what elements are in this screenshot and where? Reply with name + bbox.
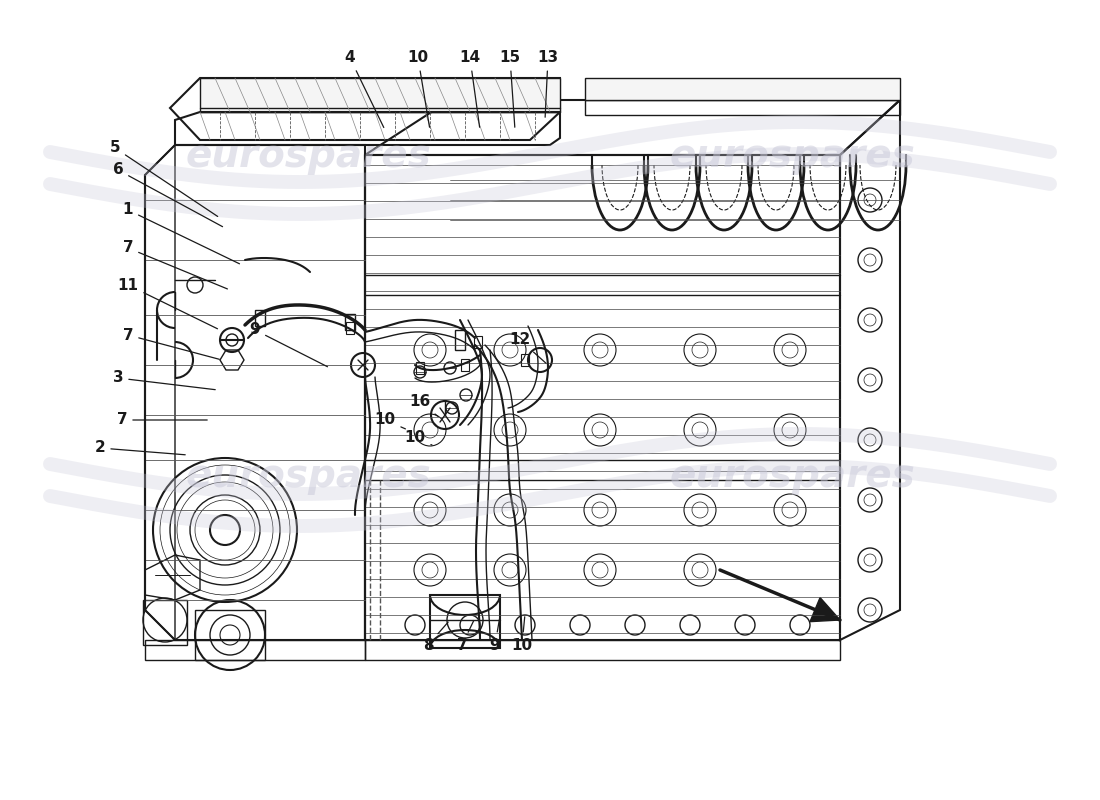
Polygon shape [200, 78, 560, 112]
Bar [346, 322, 354, 334]
Bar [255, 310, 265, 326]
Text: 10: 10 [374, 413, 406, 429]
Text: eurospares: eurospares [669, 457, 915, 495]
Text: 11: 11 [118, 278, 218, 329]
Text: eurospares: eurospares [185, 457, 431, 495]
Text: 6: 6 [112, 162, 222, 226]
Text: 1: 1 [123, 202, 240, 264]
Text: 16: 16 [409, 394, 438, 416]
Text: 10: 10 [405, 430, 432, 446]
Text: eurospares: eurospares [185, 137, 431, 175]
Bar [521, 354, 529, 366]
Text: 9: 9 [490, 618, 500, 653]
Polygon shape [810, 598, 840, 622]
Text: 14: 14 [460, 50, 481, 127]
Text: 7: 7 [117, 413, 207, 427]
Text: 10: 10 [407, 50, 429, 127]
Text: 12: 12 [509, 333, 546, 363]
Text: 7: 7 [123, 327, 219, 359]
Text: 5: 5 [110, 141, 218, 217]
Text: 2: 2 [95, 441, 185, 455]
Bar [455, 330, 465, 350]
Text: 10: 10 [512, 617, 532, 653]
Polygon shape [585, 78, 900, 100]
Bar [461, 359, 469, 371]
Text: eurospares: eurospares [669, 137, 915, 175]
Text: 15: 15 [499, 50, 520, 127]
Bar [474, 336, 482, 348]
Text: 4: 4 [344, 50, 384, 127]
Text: 13: 13 [538, 50, 559, 118]
Text: 9: 9 [250, 322, 328, 366]
Text: 7: 7 [456, 621, 474, 653]
Bar [416, 362, 424, 374]
Text: 8: 8 [422, 622, 448, 653]
Text: 7: 7 [123, 241, 228, 289]
Text: 3: 3 [112, 370, 216, 390]
Bar [345, 314, 355, 330]
